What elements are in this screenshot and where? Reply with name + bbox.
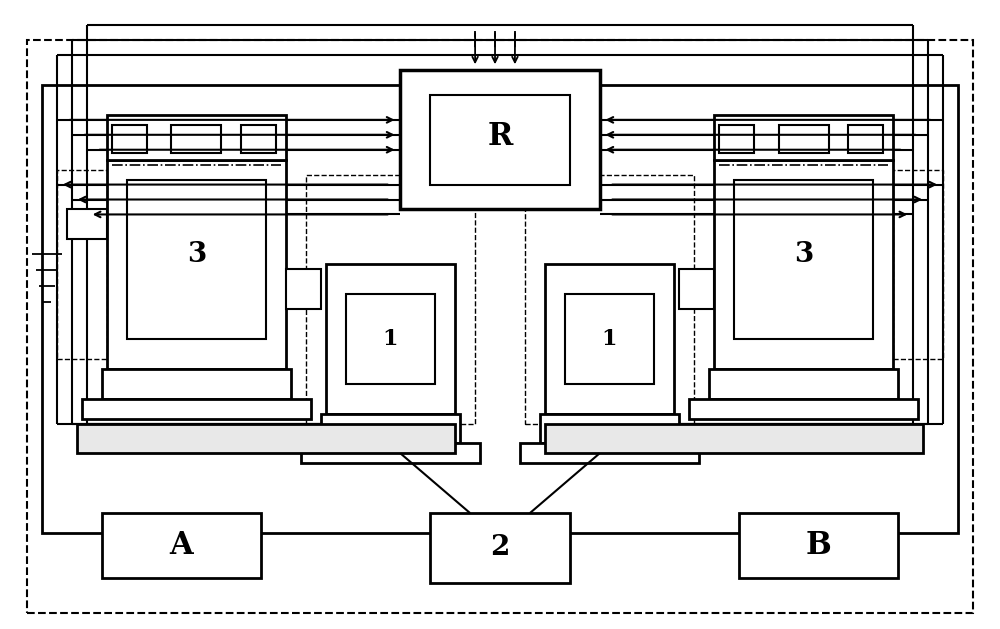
Bar	[739, 513, 898, 578]
Bar	[430, 513, 570, 583]
Bar	[286, 269, 321, 309]
Text: B: B	[806, 530, 831, 561]
Bar	[127, 180, 266, 339]
Bar	[565, 294, 654, 384]
Bar	[67, 209, 107, 239]
Bar	[171, 125, 221, 153]
Bar	[714, 160, 893, 369]
Bar	[545, 423, 923, 454]
Bar	[719, 125, 754, 153]
Bar	[779, 125, 829, 153]
Bar	[545, 264, 674, 413]
Bar	[346, 294, 435, 384]
Bar	[400, 70, 600, 209]
Bar	[57, 170, 107, 359]
Bar	[241, 125, 276, 153]
Bar	[42, 85, 958, 533]
Text: R: R	[487, 121, 513, 152]
Text: 1: 1	[602, 328, 617, 350]
Bar	[520, 443, 699, 464]
Text: 2: 2	[490, 535, 510, 562]
Bar	[112, 125, 147, 153]
Bar	[107, 160, 286, 369]
Bar	[430, 95, 570, 184]
Bar	[848, 125, 883, 153]
Bar	[709, 369, 898, 399]
Text: 1: 1	[383, 328, 398, 350]
Bar	[82, 399, 311, 418]
Bar	[525, 175, 694, 423]
Bar	[102, 369, 291, 399]
Text: 3: 3	[794, 241, 813, 268]
Bar	[107, 115, 286, 160]
Text: A: A	[170, 530, 193, 561]
Bar	[679, 269, 714, 309]
Bar	[321, 413, 460, 443]
Bar	[102, 513, 261, 578]
Bar	[301, 443, 480, 464]
Bar	[306, 175, 475, 423]
Text: 3: 3	[187, 241, 206, 268]
Bar	[77, 423, 455, 454]
Bar	[540, 413, 679, 443]
Bar	[734, 180, 873, 339]
Bar	[893, 170, 943, 359]
Bar	[326, 264, 455, 413]
Bar	[714, 115, 893, 160]
Bar	[689, 399, 918, 418]
